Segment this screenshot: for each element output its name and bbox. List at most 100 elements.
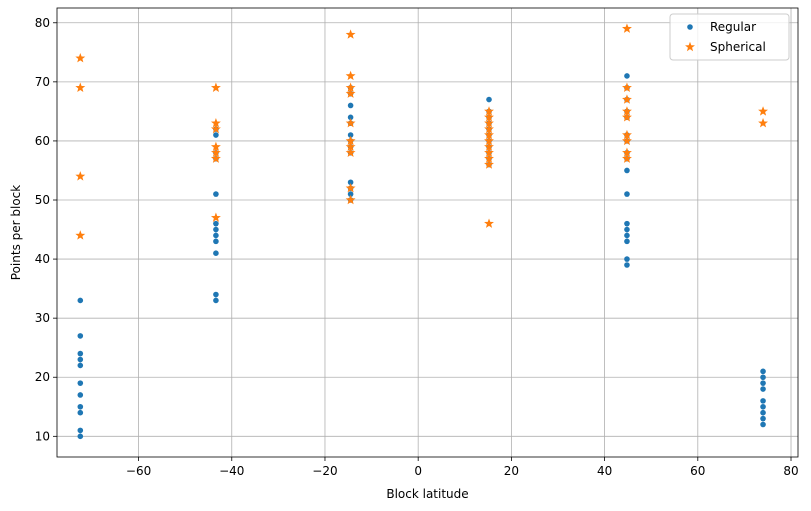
regular-point [213,232,219,239]
regular-point [77,362,84,369]
spherical-point [484,118,494,128]
regular-point [760,409,766,416]
regular-point [77,350,84,357]
regular-point [624,220,630,227]
spherical-point [622,23,632,33]
spherical-point [484,112,494,122]
axis-ticks: −60 −40 −20 0 20 40 60 80 10 20 30 40 50 60 70 80 [35,16,799,478]
regular-point [347,179,354,186]
regular-point [347,191,354,197]
y-tick-label: 10 [35,429,50,443]
spherical-point [345,182,356,193]
spherical-point [484,123,494,134]
spherical-point [622,112,632,122]
x-tick-label: 80 [783,464,798,478]
regular-point [760,398,766,404]
spherical-point [345,147,356,157]
spherical-point [210,212,221,222]
x-axis-label: Block latitude [386,487,468,501]
regular-point [760,368,766,375]
x-tick-label: −60 [126,464,151,478]
spherical-point [484,147,494,157]
spherical-point [210,141,221,152]
regular-point [77,380,84,386]
spherical-point [622,135,632,146]
y-tick-label: 50 [35,193,50,207]
spherical-point [622,94,632,104]
spherical-point [210,147,221,157]
regular-point [624,232,630,239]
legend: Regular Spherical [669,13,790,61]
spherical-point [622,147,632,157]
y-tick-label: 30 [35,311,50,325]
y-tick-label: 60 [35,134,50,148]
regular-point [624,256,630,262]
spherical-point [210,82,221,92]
regular-point [624,226,630,233]
regular-point [213,238,219,245]
regular-point [77,333,84,339]
spherical-point [622,153,632,163]
regular-point [624,262,630,268]
regular-point [760,421,766,428]
x-tick-label: 60 [690,464,705,478]
regular-point [213,191,219,197]
axes-frame [56,7,799,458]
x-tick-label: −20 [312,464,337,478]
spherical-point [210,118,221,128]
spherical-point [210,123,221,134]
x-tick-label: 0 [414,464,422,478]
regular-point [77,427,84,434]
x-tick-label: 40 [597,464,612,478]
regular-point [760,374,766,381]
regular-point [760,380,766,386]
spherical-point [484,135,494,146]
regular-point [213,132,219,138]
spherical-point [484,159,494,169]
spherical-point [345,70,356,81]
spherical-point [484,106,494,116]
spherical-point [345,141,356,152]
regular-point [77,403,84,410]
legend-box [669,13,790,61]
regular-point [213,291,219,298]
spherical-point [345,118,356,128]
spherical-point [345,82,356,92]
regular-point [624,238,630,245]
regular-point [347,102,354,109]
regular-point [347,132,354,138]
regular-point [347,114,354,121]
regular-point [213,297,219,304]
y-tick-label: 40 [35,252,50,266]
spherical-point [210,153,221,163]
spherical-point [75,82,86,92]
spherical-point [484,141,494,152]
spherical-point [345,29,356,39]
legend-entry-spherical: Spherical [685,40,766,54]
spherical-point [622,106,632,116]
y-tick-label: 70 [35,75,50,89]
regular-point [624,167,630,174]
spherical-point [75,171,86,181]
series-spherical [75,23,768,240]
spherical-point [345,135,356,146]
spherical-point [758,106,768,116]
spherical-point [622,82,632,92]
regular-point [624,73,630,79]
regular-point [77,409,84,416]
regular-point [213,226,219,233]
spherical-point [75,53,86,63]
spherical-point [345,88,356,98]
spherical-point [345,194,356,205]
regular-point [213,220,219,227]
legend-entry-regular: Regular [687,20,756,34]
regular-point [760,403,766,410]
regular-point [486,96,492,103]
x-tick-label: 20 [504,464,519,478]
regular-point [213,250,219,256]
regular-point [760,415,766,422]
spherical-point [484,153,494,163]
regular-point [77,297,84,304]
legend-label: Spherical [710,40,766,54]
